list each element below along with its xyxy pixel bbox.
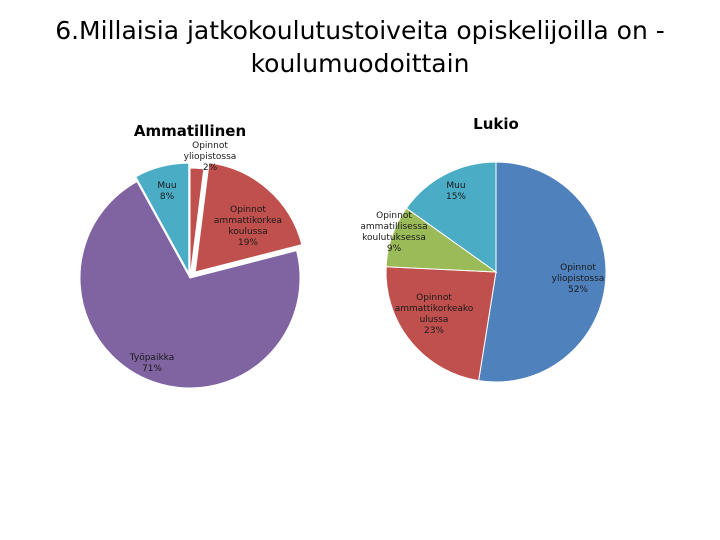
pie-slice-muu xyxy=(405,161,497,273)
pie-slice-opinnot-yliopistossa xyxy=(189,167,205,279)
pie-chart-lukio: Lukio Opinnot yliopistossa 52% Opinnot ammatt… xyxy=(360,115,607,383)
slide-title: 6.Millaisia jatkokoulutustoiveita opiske… xyxy=(55,16,665,78)
slice-label: Muu 8% xyxy=(157,181,176,202)
pie-slice-opinnot-ammattikorkeako-ulussa xyxy=(385,266,497,382)
slice-label: Opinnot ammattikorkeako ulussa 23% xyxy=(395,293,474,336)
slice-label: Opinnot ammatillisessa koulutuksessa 9% xyxy=(360,211,427,254)
pie-slice-opinnot-ammattikorkea-koulussa xyxy=(194,162,303,273)
slice-label: Opinnot yliopistossa 2% xyxy=(184,141,237,173)
pie-title: Ammatillinen xyxy=(134,122,246,140)
pie-slice-opinnot-yliopistossa xyxy=(478,161,607,383)
slice-label: Muu 15% xyxy=(446,181,466,202)
slice-label: Opinnot yliopistossa 52% xyxy=(552,263,605,295)
pie-title: Lukio xyxy=(473,115,519,133)
slice-label: Opinnot ammattikorkea koulussa 19% xyxy=(214,205,282,248)
pie-slice-muu xyxy=(135,162,190,274)
pie-slice-tyopaikka xyxy=(79,180,301,389)
slice-label: Työpaikka 71% xyxy=(129,353,174,374)
